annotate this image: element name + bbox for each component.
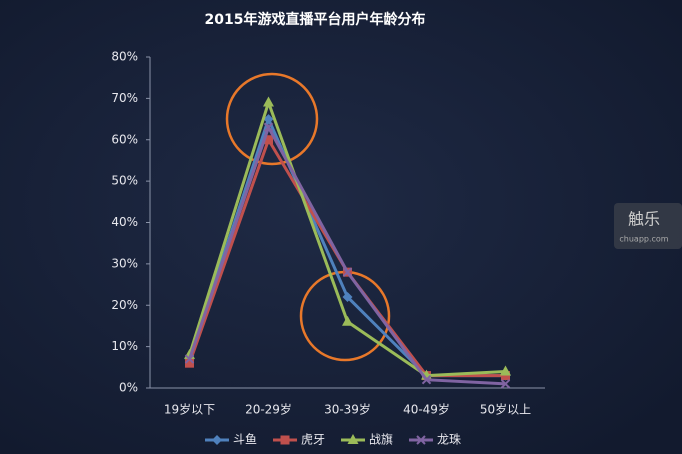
watermark-title: 触乐 [628,210,660,229]
y-tick-label: 0% [119,381,138,395]
watermark-subtitle: chuapp.com [619,235,668,244]
x-tick-label: 30-39岁 [324,402,371,417]
y-tick-label: 60% [111,132,138,146]
data-point [184,354,195,364]
y-tick-label: 80% [111,50,138,64]
data-point [342,291,353,302]
x-tick-label: 20-29岁 [245,402,292,417]
data-point [500,379,511,389]
data-point [501,371,510,381]
highlight-circle [225,72,319,166]
data-point [421,375,432,385]
x-tick-label: 50岁以上 [480,402,531,417]
data-point [263,122,274,133]
data-point [185,358,194,368]
watermark-box [614,203,682,249]
legend-marker [416,435,426,445]
y-tick-label: 20% [111,298,138,312]
y-tick-label: 30% [111,256,138,270]
y-tick-label: 40% [111,215,138,229]
y-tick-label: 50% [111,174,138,188]
legend-label: 虎牙 [301,433,325,447]
legend-marker [280,435,290,445]
data-point [500,365,511,376]
x-tick-label: 40-49岁 [403,402,450,417]
y-tick-label: 10% [111,339,138,353]
data-point [264,135,273,145]
legend-label: 龙珠 [437,433,461,447]
legend-marker [347,434,359,444]
x-tick-label: 19岁以下 [164,402,215,417]
legend-label: 斗鱼 [233,433,257,447]
data-point [263,114,274,125]
data-point [342,315,353,326]
data-point [263,96,274,107]
y-tick-label: 70% [111,91,138,105]
chart-title: 2015年游戏直播平台用户年龄分布 [205,11,426,28]
data-point [342,267,353,277]
legend-marker [212,435,222,445]
legend-label: 战旗 [369,432,393,447]
